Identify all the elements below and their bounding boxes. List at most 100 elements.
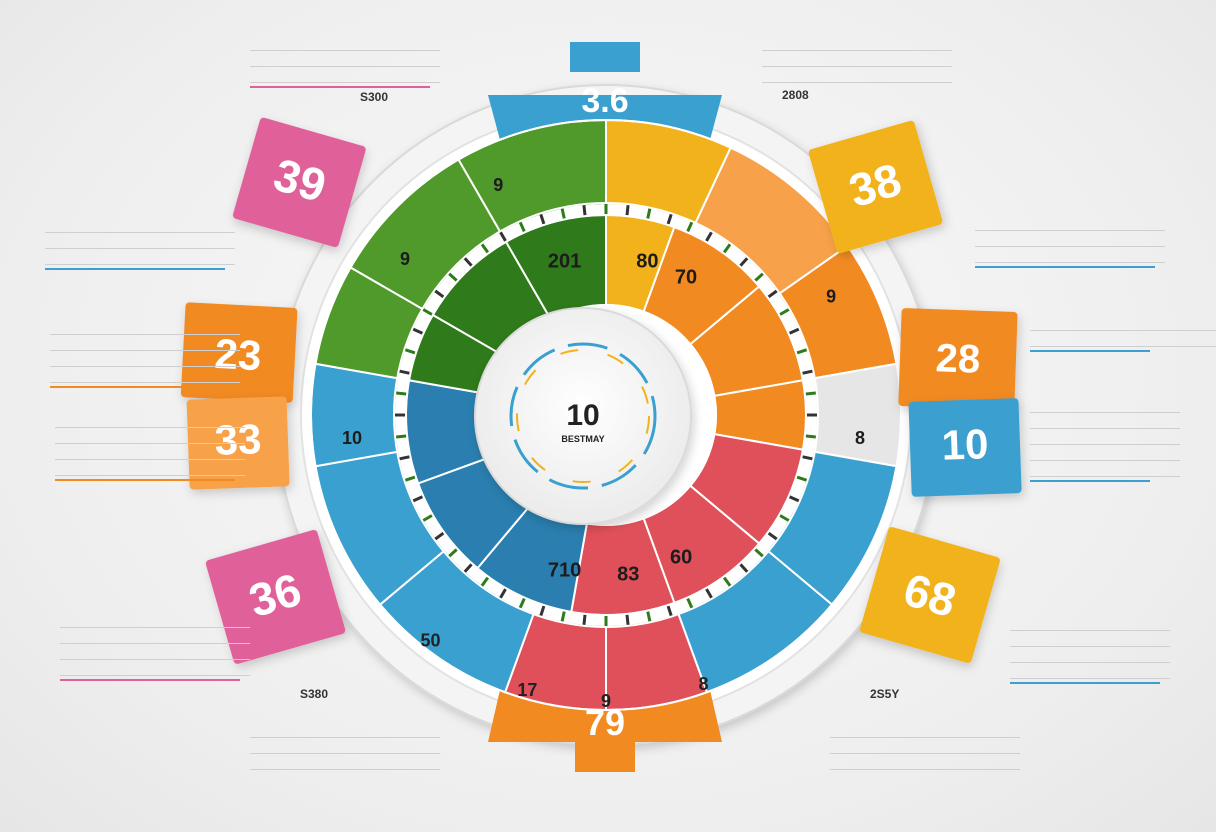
tab-top-label: 3.6	[581, 82, 628, 120]
tick-mark	[582, 613, 587, 626]
tick-mark	[498, 230, 508, 243]
tick-mark	[804, 391, 817, 396]
wheel-segments	[310, 118, 902, 712]
callout-top-left-value: S300	[360, 90, 389, 104]
tick-mark	[646, 207, 652, 220]
hub-label: BESTMAY	[561, 434, 604, 444]
tick-mark	[421, 307, 434, 317]
tick-mark	[685, 220, 694, 233]
tick-mark	[804, 434, 817, 439]
tick-mark	[795, 475, 809, 482]
callout-bottom-left: S380	[250, 685, 440, 773]
tick-mark	[625, 204, 630, 217]
tick-mark	[480, 575, 490, 588]
tick-mark	[447, 272, 459, 283]
tick-mark	[738, 256, 749, 268]
tick-mark	[766, 531, 779, 541]
tick-mark	[766, 289, 779, 299]
wheel-label: 80	[636, 250, 658, 272]
tick-mark	[421, 513, 434, 523]
outer-segment	[811, 362, 902, 468]
tick-mark	[560, 610, 566, 623]
ring-outline	[405, 214, 807, 616]
callout-top-left: S300	[250, 38, 440, 104]
hub-value: 10	[566, 399, 599, 432]
tick-mark	[463, 256, 474, 268]
wheel-label: 50	[421, 631, 441, 651]
tick-mark	[403, 475, 417, 482]
callout-bottom-left-value: S380	[300, 687, 329, 701]
tick-mark	[395, 391, 408, 396]
ring-outline	[393, 202, 819, 628]
tick-mark	[788, 327, 801, 336]
wheel-label: 8	[698, 674, 708, 694]
tick-mark	[447, 547, 459, 558]
note-right-low: 10	[908, 398, 1022, 497]
callout-right-4	[1010, 618, 1170, 684]
callout-right-1	[975, 218, 1165, 268]
tick-mark	[463, 562, 474, 574]
wheel-label: 201	[548, 250, 581, 272]
svg-text:23: 23	[213, 330, 262, 379]
tick-mark	[753, 272, 765, 283]
tick-mark	[518, 220, 527, 233]
tick-mark	[788, 494, 801, 503]
wheel-labels: 201 80 70 9 9 10 8 9 710 83 60 9 17 8 50	[342, 175, 865, 711]
tick-mark	[411, 494, 424, 503]
svg-text:10: 10	[941, 420, 989, 469]
svg-text:28: 28	[935, 336, 981, 382]
note-left-top: 39	[232, 117, 366, 248]
tick-mark	[625, 613, 630, 626]
tick-mark	[398, 455, 411, 461]
wheel-label: 60	[670, 546, 692, 568]
tick-mark	[722, 242, 732, 255]
tick-mark	[398, 369, 411, 375]
tick-mark	[722, 575, 732, 588]
tick-mark	[582, 204, 587, 217]
note-left-mid: 23	[180, 302, 298, 403]
callout-top-right-value: 2808	[782, 88, 809, 102]
callout-left-4	[60, 615, 250, 681]
tick-mark	[411, 327, 424, 336]
tick-mark	[738, 562, 749, 574]
callout-left-1	[45, 220, 235, 270]
tick-mark	[704, 230, 714, 243]
tick-mark	[704, 587, 714, 600]
callout-top-right: 2808	[762, 38, 952, 102]
tick-mark	[666, 212, 673, 226]
outer-segment	[310, 362, 401, 468]
note-right-mid: 28	[898, 308, 1018, 410]
tick-mark	[433, 289, 446, 299]
note-left-low: 33	[186, 396, 290, 490]
note-left-bottom: 36	[205, 529, 346, 664]
wheel-label: 9	[400, 249, 410, 269]
tick-mark	[795, 348, 809, 355]
ring-outline	[310, 119, 902, 711]
tick-mark	[685, 597, 694, 610]
tick-mark	[778, 513, 791, 523]
wheel-label: 9	[493, 175, 503, 195]
tick-mark	[395, 434, 408, 439]
tick-mark	[801, 369, 814, 375]
tick-mark	[753, 547, 765, 558]
tick-mark	[518, 597, 527, 610]
tick-mark	[480, 242, 490, 255]
callout-left-3	[55, 415, 245, 481]
callout-bottom-right: 2S5Y	[830, 685, 1020, 773]
tick-mark	[646, 610, 652, 623]
callout-bottom-right-value: 2S5Y	[870, 687, 900, 701]
callout-left-2	[50, 322, 240, 388]
tick-mark	[403, 348, 417, 355]
wheel-label: 10	[342, 428, 362, 448]
tick-mark	[560, 207, 566, 220]
tick-mark	[433, 531, 446, 541]
svg-text:33: 33	[214, 415, 262, 464]
wheel-label: 70	[675, 266, 697, 288]
wheel-label: 83	[617, 563, 639, 585]
callout-right-3	[1030, 400, 1180, 482]
tick-mark	[801, 455, 814, 461]
wheel-label: 17	[517, 680, 537, 700]
note-right-bottom: 68	[860, 527, 1000, 663]
wheel-label: 9	[826, 286, 836, 306]
